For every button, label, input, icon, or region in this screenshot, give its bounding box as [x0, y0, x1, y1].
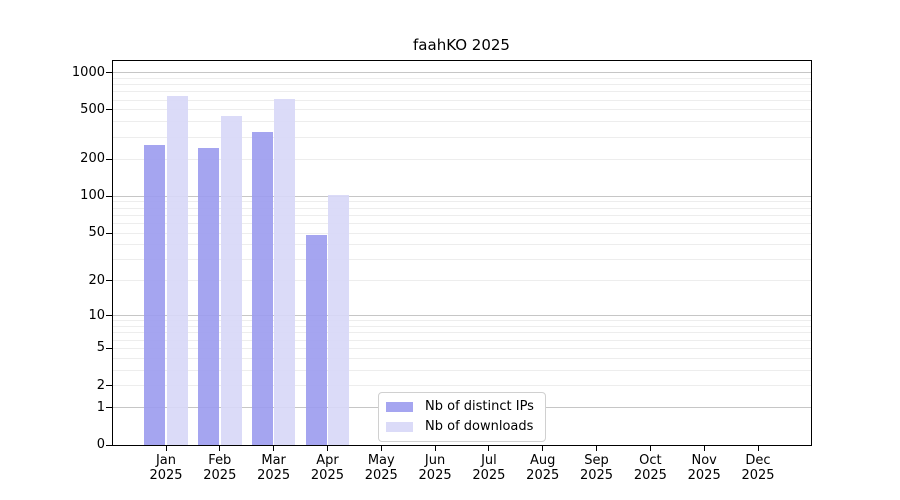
- gridline-minor: [113, 332, 811, 334]
- x-axis-tick: [703, 446, 705, 451]
- y-axis-tick: [106, 232, 112, 234]
- x-axis-tick: [649, 446, 651, 451]
- x-axis-label-dec: Dec 2025: [741, 453, 775, 483]
- gridline-minor: [113, 347, 811, 349]
- y-axis-tick-label: 100: [80, 188, 105, 204]
- gridline-minor: [113, 214, 811, 216]
- x-axis-label-jan: Jan 2025: [149, 453, 183, 483]
- x-axis-label-mar: Mar 2025: [257, 453, 291, 483]
- gridline-minor: [113, 99, 811, 101]
- bar-feb-distinct-ips: [198, 147, 220, 445]
- legend-label-distinct-ips: Nb of distinct IPs: [425, 399, 534, 414]
- y-axis-tick-label: 500: [80, 101, 105, 117]
- y-axis-tick: [106, 444, 112, 446]
- gridline-minor: [113, 121, 811, 123]
- gridline-minor: [113, 158, 811, 160]
- bar-mar-distinct-ips: [251, 132, 273, 445]
- bar-jan-distinct-ips: [144, 145, 166, 445]
- plot-area: 0 1 2 5 10 20 50 100 200 500 1000 Jan 2025 Feb 2025 M…: [72, 60, 812, 483]
- x-axis-label-nov: Nov 2025: [687, 453, 721, 483]
- legend-item-downloads: Nb of downloads: [386, 419, 538, 435]
- bar-apr-distinct-ips: [305, 235, 327, 445]
- legend-item-distinct-ips: Nb of distinct IPs: [386, 399, 538, 415]
- bar-mar-downloads: [274, 98, 296, 445]
- x-axis-label-feb: Feb 2025: [203, 453, 237, 483]
- x-axis-tick: [542, 446, 544, 451]
- gridline-minor: [113, 369, 811, 371]
- gridline-minor: [113, 232, 811, 234]
- y-axis-tick: [106, 72, 112, 74]
- y-axis-tick-label: 10: [88, 307, 105, 323]
- gridline-minor: [113, 77, 811, 79]
- y-axis-tick-label: 0: [96, 437, 105, 452]
- y-axis-tick: [106, 109, 112, 111]
- x-axis-tick: [273, 446, 275, 451]
- y-axis-tick: [106, 385, 112, 387]
- x-axis-label-jul: Jul 2025: [472, 453, 506, 483]
- gridline-minor: [113, 357, 811, 359]
- y-axis-tick-label: 5: [96, 340, 105, 356]
- gridline-minor: [113, 136, 811, 138]
- gridline-minor: [113, 222, 811, 224]
- x-axis-label-may: May 2025: [364, 453, 398, 483]
- gridline-minor: [113, 280, 811, 282]
- x-axis-tick: [434, 446, 436, 451]
- gridline-minor: [113, 339, 811, 341]
- x-axis-label-apr: Apr 2025: [310, 453, 344, 483]
- y-axis-tick: [106, 407, 112, 409]
- gridline-minor: [113, 91, 811, 93]
- x-axis-label-jun: Jun 2025: [418, 453, 452, 483]
- gridline-minor: [113, 326, 811, 328]
- legend-swatch-distinct-ips: [386, 402, 413, 412]
- gridline-minor: [113, 109, 811, 111]
- x-axis-tick: [380, 446, 382, 451]
- gridline-minor: [113, 84, 811, 86]
- y-axis-tick-label: 200: [80, 151, 105, 167]
- y-axis-tick-label: 20: [88, 272, 105, 288]
- y-axis-tick-label: 50: [88, 225, 105, 241]
- x-axis-tick: [596, 446, 598, 451]
- legend: Nb of distinct IPs Nb of downloads: [378, 392, 546, 442]
- gridline-major: [113, 72, 811, 74]
- y-axis-tick-label: 2: [96, 377, 105, 393]
- y-axis-tick-label: 1000: [71, 64, 105, 80]
- y-axis-tick: [106, 158, 112, 160]
- x-axis-tick: [219, 446, 221, 451]
- x-axis-tick: [757, 446, 759, 451]
- gridline-minor: [113, 259, 811, 261]
- gridline-minor: [113, 320, 811, 322]
- gridline-minor: [113, 201, 811, 203]
- gridline-major: [113, 195, 811, 197]
- bar-feb-downloads: [220, 116, 242, 445]
- gridline-minor: [113, 385, 811, 387]
- y-axis-tick: [106, 280, 112, 282]
- x-axis-label-oct: Oct 2025: [633, 453, 667, 483]
- x-axis-label-aug: Aug 2025: [526, 453, 560, 483]
- gridline-major: [113, 315, 811, 317]
- x-axis-label-sep: Sep 2025: [579, 453, 614, 483]
- y-axis-tick: [106, 347, 112, 349]
- gridline-minor: [113, 244, 811, 246]
- y-axis-tick: [106, 195, 112, 197]
- bar-apr-downloads: [328, 194, 350, 445]
- chart-title: faahKO 2025: [413, 36, 510, 54]
- legend-swatch-downloads: [386, 422, 413, 432]
- legend-label-downloads: Nb of downloads: [425, 419, 534, 434]
- y-axis-tick-label: 1: [96, 399, 105, 415]
- x-axis-tick: [326, 446, 328, 451]
- y-axis-tick: [106, 315, 112, 317]
- x-axis-tick: [488, 446, 490, 451]
- bar-jan-downloads: [166, 95, 188, 445]
- x-axis-tick: [165, 446, 167, 451]
- gridline-minor: [113, 207, 811, 209]
